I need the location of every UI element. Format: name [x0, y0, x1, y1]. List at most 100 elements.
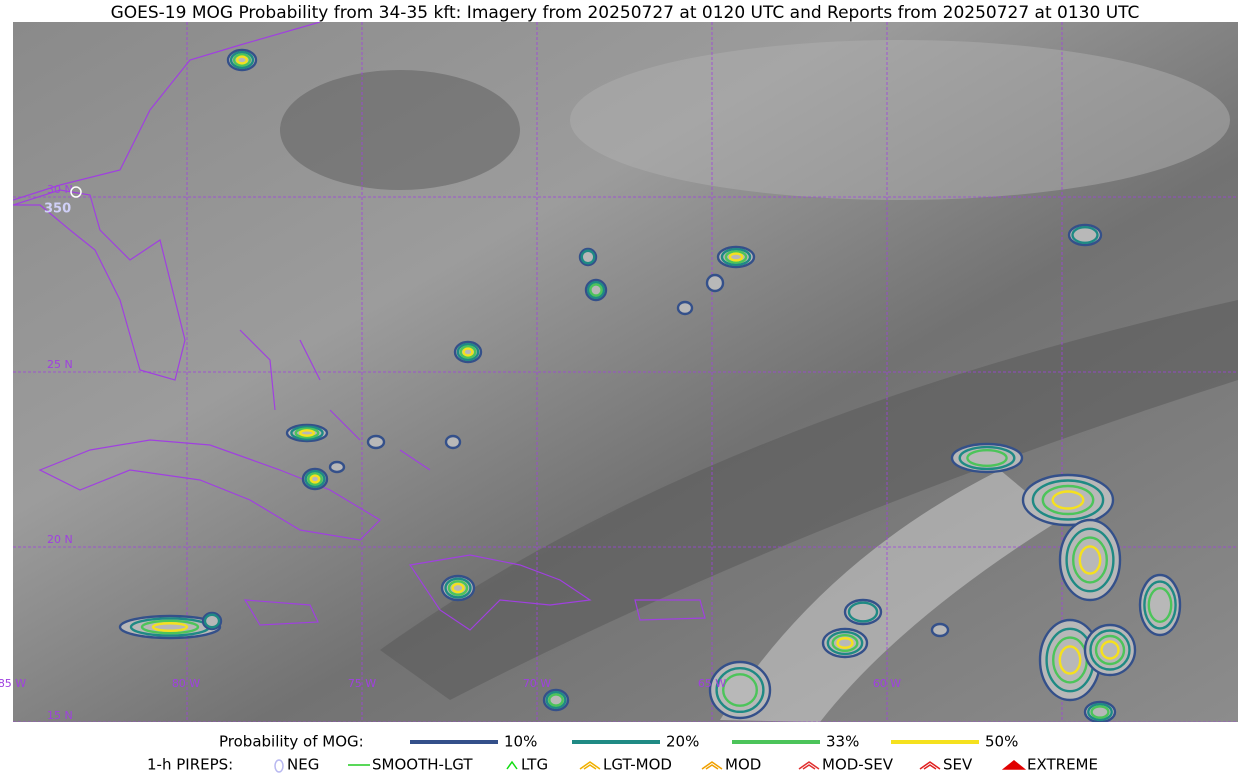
- jamaica: [243, 599, 319, 626]
- legend-label: 50%: [985, 733, 1018, 751]
- lon-label: 75 W: [348, 677, 376, 690]
- contour: [1071, 536, 1108, 584]
- legend-label: MOD-SEV: [822, 756, 894, 774]
- contour: [722, 673, 759, 707]
- mog-contours: [118, 48, 1182, 722]
- lat-label: 15 N: [47, 709, 73, 722]
- cloud-band: [720, 470, 1060, 722]
- contour: [587, 281, 606, 300]
- florida: [13, 189, 186, 381]
- legend-label: 20%: [666, 733, 699, 751]
- contour: [705, 273, 725, 293]
- contour: [1031, 479, 1105, 521]
- contour: [1138, 573, 1182, 637]
- contour: [847, 601, 879, 623]
- contour: [826, 630, 864, 656]
- legend-icon: [798, 761, 820, 770]
- legend-label: EXTREME: [1027, 756, 1098, 774]
- map-labels: 30 N 25 N 20 N 15 N 85 W 80 W 75 W 70 W 65 W 60 W…: [0, 183, 901, 722]
- contour: [229, 51, 255, 70]
- contour: [1058, 645, 1082, 675]
- contour: [950, 442, 1024, 474]
- legend-icon: [579, 761, 601, 770]
- contour: [309, 474, 321, 484]
- contour: [1071, 225, 1099, 244]
- cuba: [38, 439, 381, 541]
- contour: [836, 637, 854, 649]
- contour: [456, 343, 480, 362]
- contour: [444, 577, 472, 599]
- contour: [236, 55, 248, 65]
- contour: [451, 582, 465, 594]
- us-coast: [13, 22, 321, 201]
- contour: [299, 429, 316, 437]
- map: [13, 22, 1238, 722]
- contour: [328, 460, 346, 474]
- legend-label: LTG: [521, 756, 548, 774]
- contour: [290, 425, 324, 441]
- legend-label: LGT-MOD: [603, 756, 672, 774]
- pirep-label: 350: [44, 202, 71, 217]
- pirep-neg: [70, 186, 82, 198]
- legend-label: 10%: [504, 733, 537, 751]
- legend-title: Probability of MOG:: [219, 733, 364, 751]
- contour: [1083, 623, 1137, 677]
- lat-label: 30 N: [47, 183, 73, 196]
- contour: [831, 633, 859, 653]
- contour: [1087, 703, 1113, 722]
- legend-title: 1-h PIREPS:: [147, 756, 233, 774]
- puerto-rico: [634, 599, 706, 621]
- legend-icon: [274, 759, 284, 773]
- lon-label: 70 W: [523, 677, 551, 690]
- contour: [151, 622, 189, 632]
- contour: [821, 627, 869, 659]
- contour: [304, 470, 326, 489]
- contour: [1100, 640, 1120, 660]
- contour: [958, 445, 1016, 471]
- legend-icon: [919, 761, 941, 770]
- contour: [715, 666, 765, 714]
- contour: [580, 249, 596, 265]
- contour: [1041, 484, 1095, 516]
- contour: [294, 427, 320, 439]
- contour: [447, 580, 469, 596]
- contour: [1090, 705, 1110, 719]
- legend: Probability of MOG: 10% 20% 33% 50% 1-h PIREP…: [147, 733, 1098, 774]
- contour: [548, 693, 564, 707]
- cloud: [570, 40, 1230, 200]
- contour: [708, 660, 772, 720]
- lat-label: 25 N: [47, 358, 73, 371]
- contour: [459, 345, 477, 359]
- legend-icon: [1001, 760, 1027, 770]
- title: GOES-19 MOG Probability from 34-35 kft: …: [111, 3, 1140, 23]
- contour: [1089, 629, 1131, 671]
- lon-label: 80 W: [172, 677, 200, 690]
- contour: [930, 622, 950, 638]
- contour: [1094, 634, 1126, 666]
- legend-label: NEG: [287, 756, 319, 774]
- contour: [1021, 473, 1115, 527]
- legend-label: 33%: [826, 733, 859, 751]
- hispaniola: [408, 554, 592, 631]
- contour: [203, 613, 221, 629]
- contour: [728, 252, 744, 262]
- contour: [307, 472, 323, 486]
- contour: [966, 448, 1008, 468]
- lon-label: 65 W: [698, 677, 726, 690]
- graticule: [13, 22, 1238, 722]
- dry-band: [380, 300, 1238, 700]
- contour: [1078, 545, 1102, 575]
- legend-label: MOD: [725, 756, 761, 774]
- contour: [140, 619, 200, 635]
- contour: [444, 434, 462, 450]
- legend-label: SEV: [943, 756, 973, 774]
- contour: [724, 250, 748, 264]
- lon-label: 85 W: [0, 677, 26, 690]
- contour: [1143, 580, 1177, 630]
- lat-label: 20 N: [47, 533, 73, 546]
- contour: [545, 691, 567, 710]
- contour: [1051, 490, 1085, 510]
- contour: [1058, 518, 1122, 602]
- contour: [1065, 527, 1115, 593]
